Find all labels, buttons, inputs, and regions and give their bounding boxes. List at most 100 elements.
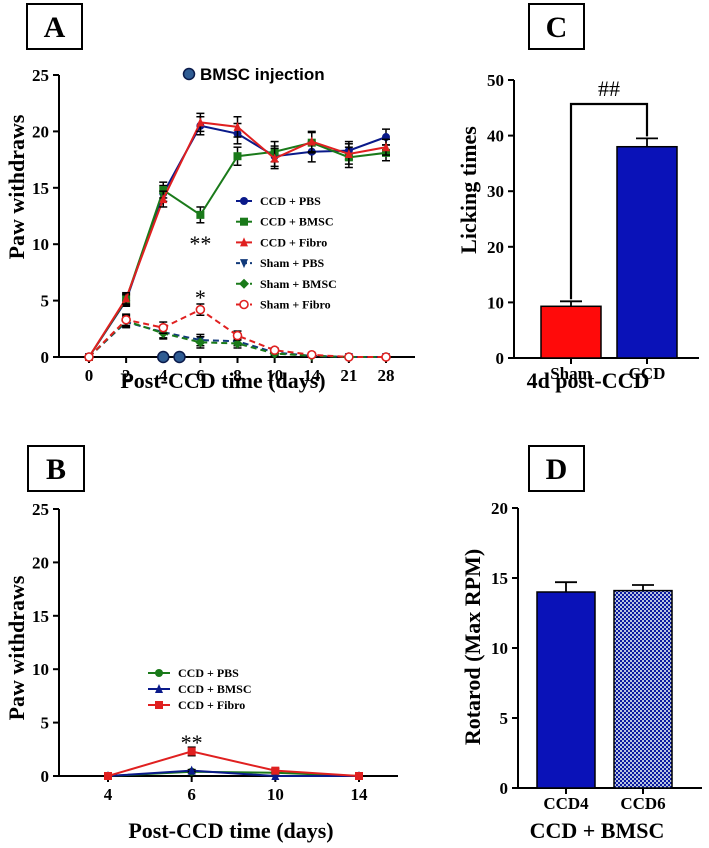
panel-a-x-tick-label: 10 <box>266 366 283 385</box>
panel-a: A Paw withdraws Post-CCD time (days) 0 5 1… <box>4 3 415 393</box>
panel-a-data-point <box>159 186 168 195</box>
panel-a-data-point <box>122 293 131 303</box>
panel-d-letter: D <box>546 453 568 486</box>
panel-a-legend-label: CCD + PBS <box>260 194 321 208</box>
panel-a-data-point <box>121 314 131 325</box>
panel-a-y-tick-label: 10 <box>32 235 49 254</box>
panel-a-data-point <box>381 352 391 362</box>
panel-a-x-tick-label: 6 <box>196 366 205 385</box>
panel-b-data-point <box>271 766 280 775</box>
panel-b-data-point <box>104 772 112 780</box>
panel-b-label-box <box>27 445 85 492</box>
panel-a-legend-label: CCD + Fibro <box>260 235 327 249</box>
panel-a-series-line <box>88 308 386 358</box>
panel-d-label-box <box>528 445 585 492</box>
panel-b-y-tick-label: 20 <box>32 553 49 572</box>
panel-c-bar <box>540 305 602 359</box>
panel-d-y-tick-label: 10 <box>491 639 508 658</box>
panel-d-bar <box>613 589 673 789</box>
panel-d-x-tick-label: CCD4 <box>543 794 589 813</box>
panel-b-x-tick-label: 6 <box>187 785 196 804</box>
panel-a-data-point <box>382 142 390 152</box>
panel-b-significance-label: ** <box>181 730 203 755</box>
panel-a-x-tick-label: 21 <box>340 366 357 385</box>
panel-b-legend: CCD + PBS CCD + BMSC CCD + Fibro <box>148 666 252 712</box>
panel-d-bars <box>536 581 673 789</box>
panel-a-data-point <box>270 153 279 163</box>
panel-a-data-point <box>84 352 94 362</box>
panel-c-x-tick-label: Sham <box>550 364 592 383</box>
panel-a-significance-label: * <box>195 285 206 310</box>
panel-a-legend: CCD + PBS CCD + BMSC CCD + Fibro Sham + PBS… <box>236 194 337 312</box>
panel-d-x-tick-label: CCD6 <box>620 794 665 813</box>
panel-c-bars: ## <box>540 76 678 359</box>
panel-c-label-box <box>528 3 585 50</box>
panel-b-data-point <box>271 771 280 780</box>
panel-b-legend-marker <box>155 701 163 709</box>
panel-c: C Licking times 4d post-CCD 0 10 20 30 40 50 S… <box>456 3 699 393</box>
panel-a-y-tick-label: 15 <box>32 179 49 198</box>
panel-a-series-line <box>88 141 387 358</box>
panel-a-y-tick-label: 20 <box>32 122 49 141</box>
panel-a-data-point <box>344 148 353 158</box>
panel-a-y-tick-label: 0 <box>41 348 50 367</box>
panel-d: D Rotarod (Max RPM) CCD + BMSC 0 5 10 15 20 C… <box>460 445 702 843</box>
panel-b-y-tick-label: 5 <box>41 714 50 733</box>
panel-b-legend-label: CCD + Fibro <box>178 698 245 712</box>
panel-d-ylabel: Rotarod (Max RPM) <box>460 549 485 745</box>
panel-a-legend-label: Sham + BMSC <box>260 277 337 291</box>
panel-b-data-point <box>187 765 196 775</box>
injection-marker-icon <box>182 67 196 81</box>
panel-a-data-point <box>233 152 242 161</box>
panel-c-y-tick-label: 10 <box>487 293 504 312</box>
panel-b-xlabel: Post-CCD time (days) <box>128 818 333 843</box>
panel-a-data-point <box>232 338 243 349</box>
panel-b-ylabel: Paw withdraws <box>4 575 29 720</box>
panel-a-significance-label: ** <box>189 231 211 256</box>
panel-a-legend-marker <box>239 278 249 289</box>
panel-b-series: ** <box>104 730 363 780</box>
panel-b-y-tick-label: 10 <box>32 660 49 679</box>
panel-a-x-tick-label: 14 <box>303 366 321 385</box>
panel-b-y-tick-label: 25 <box>32 500 49 519</box>
panel-b-x-tick-label: 14 <box>351 785 369 804</box>
panel-a-legend-marker <box>240 259 248 269</box>
panel-a-data-point <box>159 194 168 204</box>
panel-b-data-point <box>355 772 363 780</box>
panel-a-series-5 <box>84 303 391 362</box>
panel-a-data-point <box>306 349 317 360</box>
panel-b-legend-label: CCD + BMSC <box>178 682 252 696</box>
panel-b-series-line <box>107 769 359 777</box>
panel-a-legend-label: Sham + Fibro <box>260 298 331 312</box>
panel-b-legend-marker <box>155 669 163 677</box>
panel-a-y-tick-label: 5 <box>41 292 50 311</box>
panel-a-x-tick-label: 4 <box>159 366 168 385</box>
panel-b: B Paw withdraws Post-CCD time (days) 0 5 1… <box>4 445 398 843</box>
injection-legend: BMSC injection <box>182 65 325 84</box>
panel-c-letter: C <box>546 11 568 44</box>
panel-c-y-tick-label: 30 <box>487 182 504 201</box>
panel-a-data-point <box>232 330 243 341</box>
panel-a-legend-marker <box>240 237 248 247</box>
panel-a-data-point <box>195 304 206 315</box>
panel-a-xlabel: Post-CCD time (days) <box>120 368 325 393</box>
panel-a-legend-label: CCD + BMSC <box>260 215 334 229</box>
panel-c-x-tick-label: CCD <box>629 364 666 383</box>
panel-a-series-1 <box>85 131 390 361</box>
panel-a-label-box <box>26 3 83 50</box>
panel-b-legend-marker <box>155 684 163 693</box>
panel-a-legend-label: Sham + PBS <box>260 256 325 270</box>
panel-d-y-tick-label: 0 <box>500 779 509 798</box>
panel-b-x-tick-label: 4 <box>104 785 113 804</box>
panel-a-data-point <box>307 136 316 146</box>
panel-c-xlabel: 4d post-CCD <box>527 368 650 393</box>
panel-a-legend-marker <box>240 217 248 226</box>
panel-b-x-tick-label: 10 <box>267 785 284 804</box>
panel-b-series-line <box>107 750 360 777</box>
panel-c-bar <box>616 145 678 359</box>
injection-label: BMSC injection <box>200 65 325 84</box>
panel-d-y-tick-label: 5 <box>500 709 509 728</box>
panel-a-x-tick-label: 2 <box>122 366 131 385</box>
panel-a-data-point <box>344 352 354 362</box>
